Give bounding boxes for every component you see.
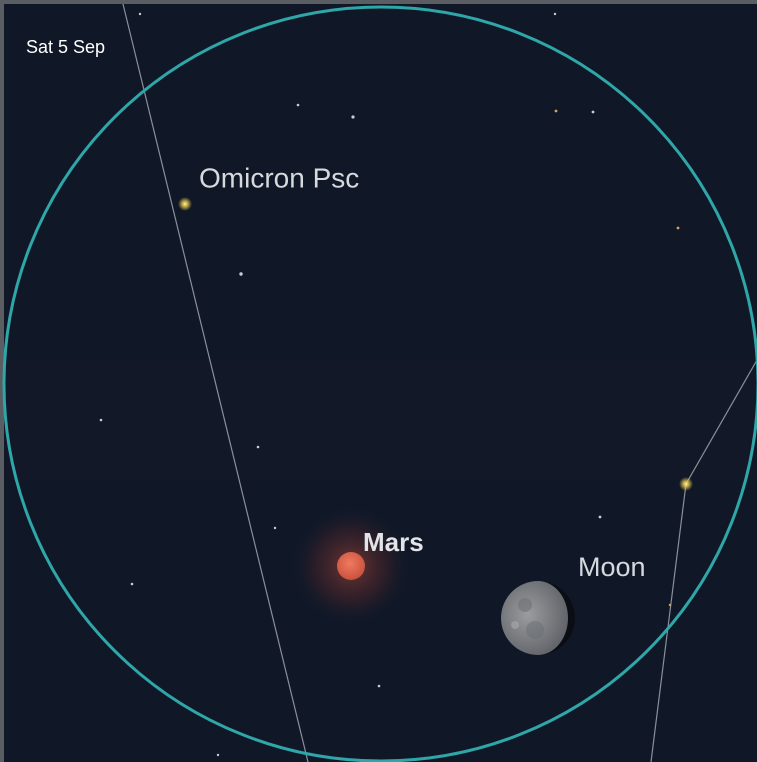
object-label: Omicron Psc (199, 162, 359, 193)
moon-crater (518, 598, 532, 612)
object-label: Moon (578, 552, 646, 582)
star (679, 477, 693, 491)
star (555, 110, 558, 113)
page: Sat 5 Sep Omicron Psc Mars Moon (() => {… (0, 0, 757, 762)
star (217, 754, 219, 756)
star (599, 516, 602, 519)
star (669, 604, 671, 606)
star (257, 446, 260, 449)
star (677, 227, 680, 230)
sky-chart: Sat 5 Sep Omicron Psc Mars Moon (0, 0, 757, 762)
star (131, 583, 134, 586)
star (378, 685, 381, 688)
star (100, 419, 103, 422)
moon (501, 581, 575, 655)
star (351, 115, 354, 118)
star (274, 527, 276, 529)
star (592, 111, 595, 114)
sky-band (4, 360, 757, 480)
star (297, 104, 300, 107)
star (139, 13, 141, 15)
moon-crater (511, 621, 519, 629)
object-label: Mars (363, 527, 424, 557)
moon-crater (526, 621, 544, 639)
mars (337, 552, 365, 580)
date-label: Sat 5 Sep (26, 37, 105, 57)
star (554, 13, 556, 15)
star-omicron-psc (178, 197, 192, 211)
star (239, 272, 242, 275)
